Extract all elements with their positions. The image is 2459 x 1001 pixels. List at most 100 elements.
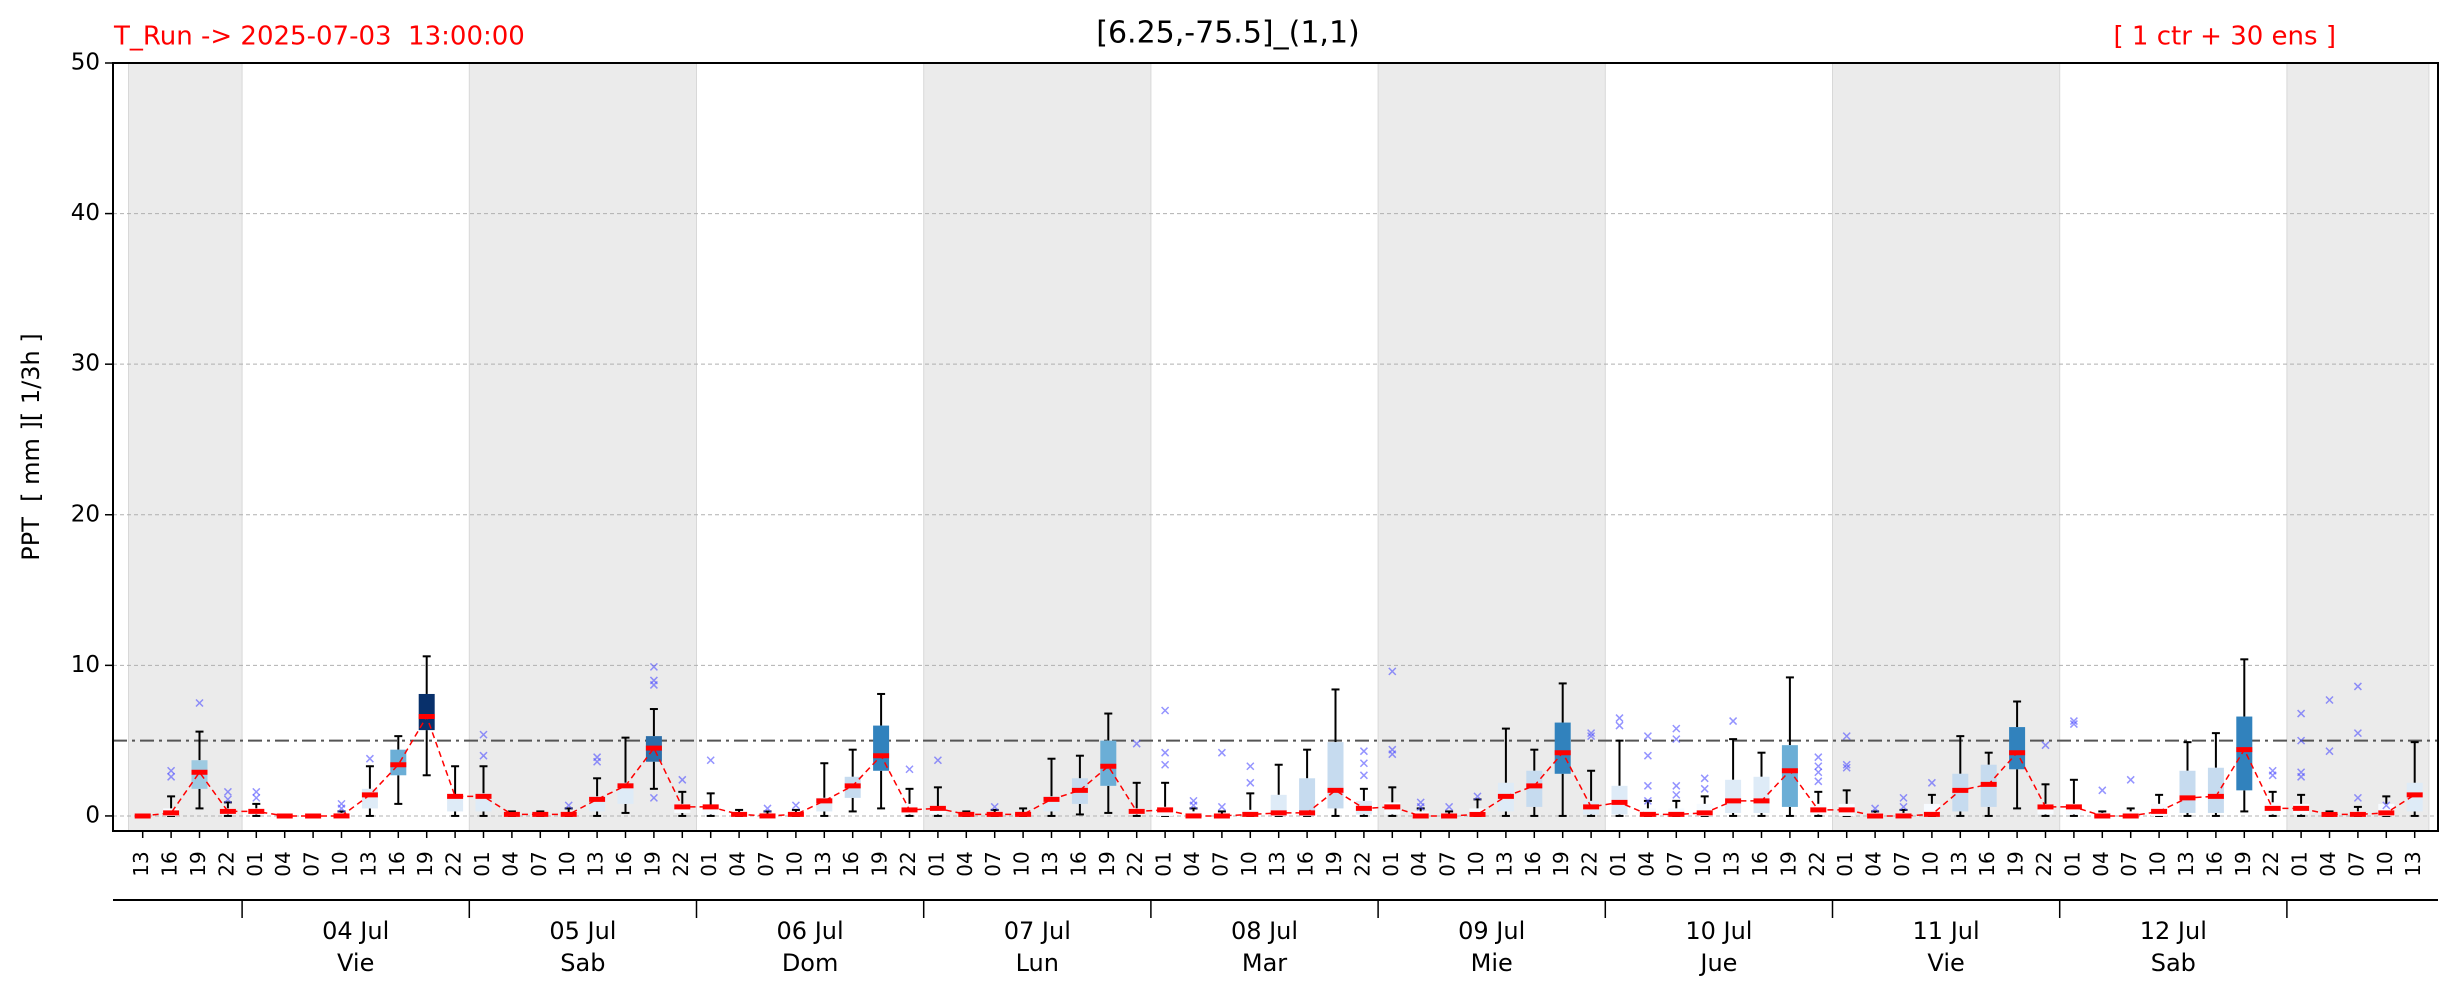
x-tick-label: 13 <box>129 851 153 876</box>
outlier <box>1842 763 1851 772</box>
outlier <box>1246 778 1255 787</box>
weekday-label: Dom <box>782 949 839 977</box>
outlier <box>1388 667 1397 676</box>
x-tick-label: 13 <box>1265 851 1289 876</box>
outlier <box>1587 729 1596 738</box>
outlier <box>1700 774 1709 783</box>
x-tick-label: 22 <box>1350 851 1374 876</box>
outlier <box>1587 732 1596 741</box>
outlier <box>706 756 715 765</box>
weekday-label: Mar <box>1242 949 1287 977</box>
outlier <box>1416 802 1425 811</box>
x-tick-label: 10 <box>1918 851 1942 876</box>
outlier <box>564 801 573 810</box>
background-layer <box>113 62 2438 832</box>
outlier <box>2325 747 2334 756</box>
x-tick-label: 19 <box>2004 851 2028 876</box>
outlier <box>2382 801 2391 810</box>
x-tick-label: 01 <box>2060 851 2084 876</box>
outlier <box>1899 793 1908 802</box>
x-tick-label: 19 <box>413 851 437 876</box>
x-tick-label: 19 <box>1549 851 1573 876</box>
box <box>361 788 378 809</box>
x-tick-label: 22 <box>2259 851 2283 876</box>
x-tick-label: 01 <box>1833 851 1857 876</box>
outlier <box>1700 784 1709 793</box>
day-label: 11 Jul <box>1913 917 1980 945</box>
outlier <box>1473 792 1482 801</box>
outlier <box>1132 739 1141 748</box>
y-tick-label: 0 <box>85 802 100 828</box>
x-tick-label: 04 <box>1180 851 1204 876</box>
plot-frame <box>112 62 2439 832</box>
y-axis-label: PPT [ mm ][ 1/3h ] <box>17 333 45 560</box>
outlier <box>365 754 374 763</box>
outlier <box>1445 802 1454 811</box>
outlier <box>1161 706 1170 715</box>
x-tick-label: 16 <box>2202 851 2226 876</box>
outlier <box>593 753 602 762</box>
outlier <box>1246 762 1255 771</box>
outlier <box>1161 760 1170 769</box>
x-tick-label: 13 <box>811 851 835 876</box>
outlier <box>252 793 261 802</box>
x-tick-label: 10 <box>2373 851 2397 876</box>
outlier <box>223 787 232 796</box>
x-tick-label: 04 <box>726 851 750 876</box>
x-tick-label: 19 <box>186 851 210 876</box>
outlier <box>1672 790 1681 799</box>
outlier <box>195 698 204 708</box>
x-tick-label: 13 <box>584 851 608 876</box>
x-tick-label: 10 <box>328 851 352 876</box>
outlier <box>2353 729 2362 738</box>
x-tick-label: 01 <box>470 851 494 876</box>
outlier <box>678 775 687 784</box>
outlier <box>1359 747 1368 756</box>
outlier <box>2069 717 2078 726</box>
outlier <box>1161 748 1170 757</box>
outlier <box>2126 775 2135 784</box>
weekday-label: Sab <box>560 949 605 977</box>
outlier <box>905 765 914 774</box>
y-tick-label: 40 <box>71 200 100 226</box>
x-tick-label: 10 <box>1237 851 1261 876</box>
box <box>1327 742 1344 809</box>
outlier <box>1814 753 1823 762</box>
night-shade <box>923 62 1152 832</box>
x-tick-label: 10 <box>1010 851 1034 876</box>
outlier <box>252 787 261 796</box>
outlier <box>223 795 232 804</box>
x-tick-label: 07 <box>1663 851 1687 876</box>
outlier <box>933 756 942 765</box>
outlier <box>649 662 658 671</box>
outlier <box>479 730 488 739</box>
outlier <box>2297 772 2306 781</box>
x-tick-label: 01 <box>1152 851 1176 876</box>
y-tick-label: 30 <box>71 351 100 377</box>
x-tick-label: 22 <box>1805 851 1829 876</box>
outlier <box>763 804 772 813</box>
x-tick-label: 07 <box>1208 851 1232 876</box>
x-tick-label: 16 <box>385 851 409 876</box>
x-tick-label: 10 <box>782 851 806 876</box>
x-tick-label: 16 <box>1748 851 1772 876</box>
chart-title: [6.25,-75.5]_(1,1) <box>1096 16 1359 51</box>
x-tick-label: 13 <box>1720 851 1744 876</box>
x-tick-label: 22 <box>1578 851 1602 876</box>
x-tick-label: 10 <box>1464 851 1488 876</box>
x-tick-label: 04 <box>1407 851 1431 876</box>
weekday-label: Sab <box>2151 949 2196 977</box>
x-tick-label: 01 <box>1379 851 1403 876</box>
outlier <box>1814 768 1823 777</box>
x-tick-label: 13 <box>1492 851 1516 876</box>
x-tick-label: 07 <box>754 851 778 876</box>
y-tick-label: 50 <box>71 50 100 76</box>
outlier <box>167 772 176 781</box>
outlier <box>1871 804 1880 813</box>
outlier <box>1217 748 1226 757</box>
box <box>1526 770 1543 807</box>
weekday-label: Jue <box>1698 949 1737 977</box>
outlier <box>2268 771 2277 780</box>
x-tick-label: 01 <box>1606 851 1630 876</box>
